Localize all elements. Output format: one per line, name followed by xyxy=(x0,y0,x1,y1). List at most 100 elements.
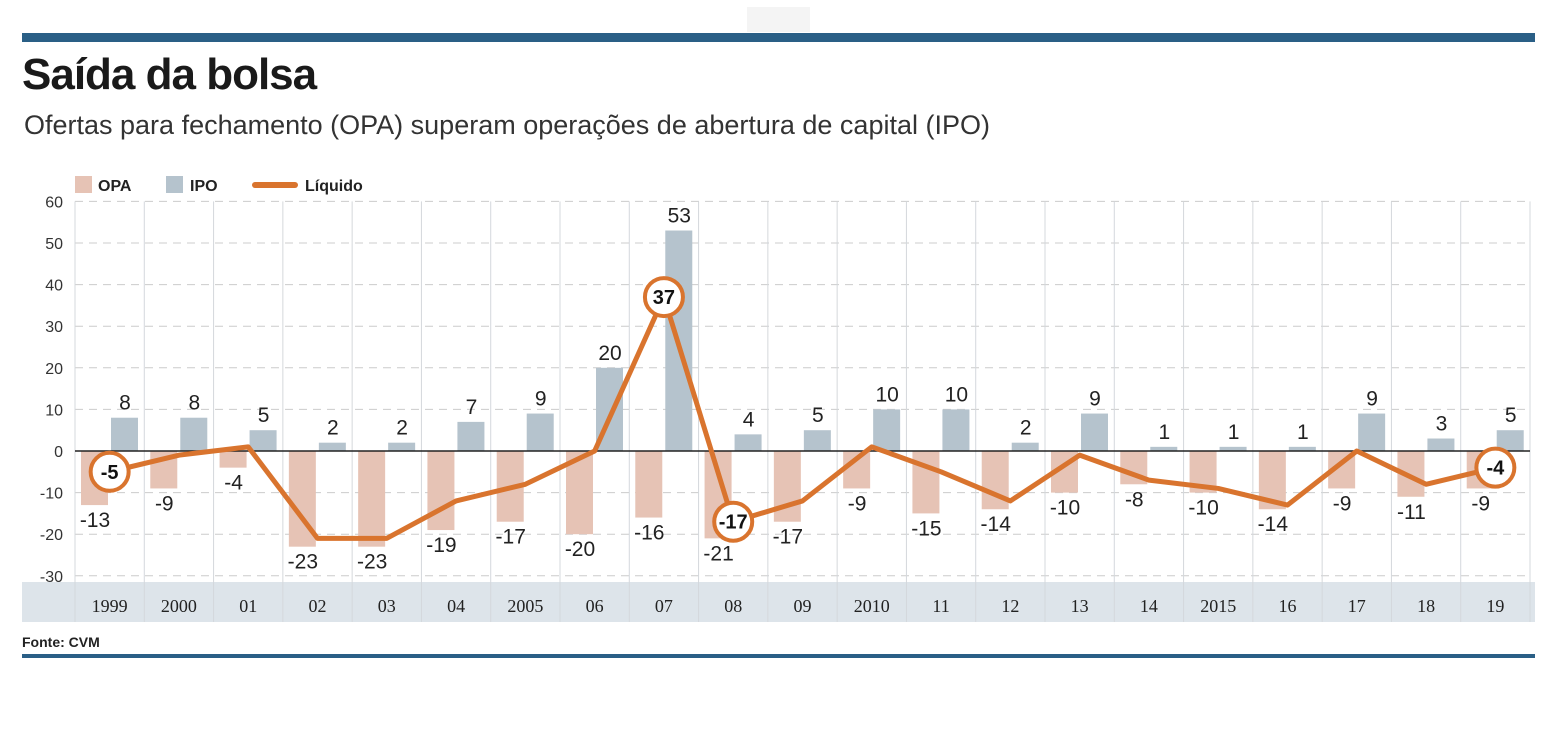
x-axis-band xyxy=(22,582,1535,622)
data-label-opa: -14 xyxy=(1258,513,1289,536)
data-label-opa: -10 xyxy=(1050,497,1080,520)
data-label-ipo: 2 xyxy=(327,417,339,440)
y-tick-label: -10 xyxy=(40,486,63,503)
bar-ipo xyxy=(111,417,138,451)
x-tick-label: 04 xyxy=(447,596,465,616)
data-label-opa: -9 xyxy=(1471,492,1490,515)
data-label-ipo: 10 xyxy=(875,383,898,406)
x-tick-label: 08 xyxy=(724,596,742,616)
data-label-ipo: 5 xyxy=(812,404,824,427)
data-label-opa: -23 xyxy=(357,551,387,574)
bar-ipo xyxy=(734,434,762,451)
x-tick-label: 07 xyxy=(655,596,673,616)
x-tick-label: 19 xyxy=(1486,596,1504,616)
y-tick-label: 0 xyxy=(54,444,63,461)
x-tick-label: 03 xyxy=(378,596,396,616)
liquido-label: -4 xyxy=(1486,458,1505,480)
x-tick-label: 13 xyxy=(1071,596,1089,616)
data-label-ipo: 9 xyxy=(535,388,547,411)
data-label-opa: -21 xyxy=(703,542,733,565)
data-label-ipo: 4 xyxy=(743,408,755,431)
data-label-ipo: 8 xyxy=(119,392,131,415)
y-tick-label: -20 xyxy=(40,527,63,544)
bar-opa xyxy=(358,451,386,547)
data-label-ipo: 2 xyxy=(396,417,408,440)
bar-ipo xyxy=(180,417,208,451)
thumbnail-image xyxy=(747,7,810,32)
data-label-ipo: 9 xyxy=(1366,388,1378,411)
x-tick-label: 12 xyxy=(1001,596,1019,616)
bar-ipo xyxy=(1150,446,1178,451)
x-tick-label: 18 xyxy=(1417,596,1435,616)
legend-swatch-ipo xyxy=(166,176,183,193)
x-tick-label: 02 xyxy=(309,596,327,616)
source-note: Fonte: CVM xyxy=(22,634,100,650)
liquido-label: 37 xyxy=(653,287,675,309)
data-label-opa: -9 xyxy=(1333,492,1352,515)
x-tick-label: 06 xyxy=(586,596,604,616)
bar-ipo xyxy=(1081,413,1108,451)
x-tick-label: 11 xyxy=(932,596,949,616)
y-tick-label: 20 xyxy=(45,361,63,378)
data-label-opa: -8 xyxy=(1125,488,1144,511)
bar-opa xyxy=(427,451,455,531)
x-tick-label: 16 xyxy=(1279,596,1297,616)
liquido-marker xyxy=(712,500,755,543)
data-label-opa: -16 xyxy=(634,522,664,545)
bar-ipo xyxy=(873,409,901,451)
bar-ipo xyxy=(388,442,416,451)
data-label-opa: -10 xyxy=(1188,497,1218,520)
legend-label-ipo: IPO xyxy=(190,178,218,195)
data-label-ipo: 1 xyxy=(1297,421,1309,444)
liquido-marker xyxy=(88,450,131,493)
data-label-ipo: 3 xyxy=(1436,413,1448,436)
y-tick-label: -30 xyxy=(40,569,63,586)
data-label-opa: -14 xyxy=(981,513,1012,536)
data-label-ipo: 53 xyxy=(668,205,691,228)
data-label-opa: -9 xyxy=(155,492,174,515)
y-tick-label: 30 xyxy=(45,319,63,336)
bar-opa xyxy=(219,451,247,468)
data-label-ipo: 5 xyxy=(1505,404,1517,427)
x-tick-label: 2010 xyxy=(854,596,890,616)
data-label-opa: -23 xyxy=(288,551,318,574)
bar-ipo xyxy=(942,409,970,451)
liquido-marker xyxy=(1474,446,1517,489)
data-label-opa: -13 xyxy=(80,509,110,532)
bar-ipo xyxy=(249,430,277,451)
data-label-ipo: 1 xyxy=(1158,421,1170,444)
bar-ipo xyxy=(318,442,346,451)
bottom-rule xyxy=(22,654,1535,658)
top-rule xyxy=(22,33,1535,42)
data-label-opa: -15 xyxy=(911,517,941,540)
line-liquido xyxy=(109,294,1496,541)
bar-ipo xyxy=(1496,430,1524,451)
x-tick-label: 2005 xyxy=(507,596,543,616)
data-label-opa: -11 xyxy=(1397,501,1426,524)
data-label-opa: -20 xyxy=(565,538,595,561)
data-label-ipo: 8 xyxy=(188,392,200,415)
x-tick-label: 14 xyxy=(1140,596,1158,616)
page-title: Saída da bolsa xyxy=(22,50,317,99)
legend-label-opa: OPA xyxy=(98,178,132,195)
data-label-opa: -19 xyxy=(426,534,456,557)
data-label-ipo: 9 xyxy=(1089,388,1101,411)
bar-ipo xyxy=(1219,446,1247,451)
bar-ipo xyxy=(1288,446,1316,451)
x-tick-label: 01 xyxy=(239,596,257,616)
x-tick-label: 1999 xyxy=(92,596,128,616)
y-tick-label: 10 xyxy=(45,402,63,419)
data-label-opa: -17 xyxy=(773,526,803,549)
data-label-ipo: 5 xyxy=(258,404,270,427)
bar-opa xyxy=(635,451,663,518)
bar-ipo xyxy=(526,413,554,451)
x-tick-label: 17 xyxy=(1348,596,1366,616)
data-label-ipo: 2 xyxy=(1020,417,1032,440)
data-label-ipo: 10 xyxy=(945,383,968,406)
data-label-ipo: 7 xyxy=(466,396,478,419)
data-label-ipo: 1 xyxy=(1228,421,1240,444)
data-label-opa: -17 xyxy=(496,526,526,549)
subtitle: Ofertas para fechamento (OPA) superam op… xyxy=(24,110,990,140)
y-tick-label: 40 xyxy=(45,278,63,295)
